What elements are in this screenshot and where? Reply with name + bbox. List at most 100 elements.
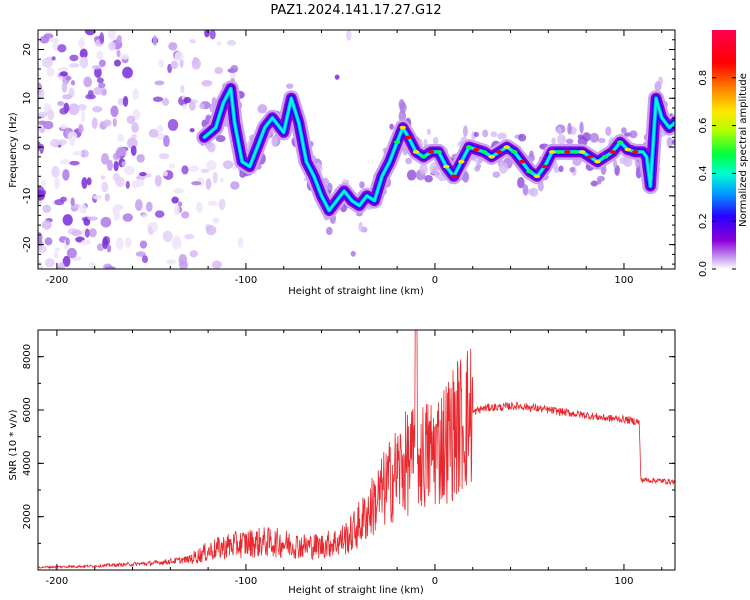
ridge-peak xyxy=(594,159,601,164)
y-tick-label: -10 xyxy=(22,188,33,204)
spectral-blob xyxy=(44,258,55,268)
spectral-blob xyxy=(69,160,80,166)
spectral-blob xyxy=(205,178,212,190)
spectral-blob xyxy=(38,120,47,125)
spectral-blob xyxy=(158,59,164,68)
spectral-blob xyxy=(424,174,433,183)
spectral-blob xyxy=(113,210,121,221)
colorbar: 0.0 0.2 0.4 0.6 0.8 Normalized spectral ampl… xyxy=(698,30,749,277)
spectral-blob xyxy=(189,250,198,258)
ridge-peak xyxy=(579,150,586,154)
spectral-blob xyxy=(102,237,109,250)
spectral-blob xyxy=(117,98,125,106)
spectral-blob xyxy=(612,159,618,168)
spectral-blob xyxy=(124,236,132,248)
spectral-blob xyxy=(66,247,77,259)
y-tick-label: 4000 xyxy=(22,451,33,476)
y-tick-label: -20 xyxy=(22,236,33,252)
spectral-blob xyxy=(162,230,173,243)
spectral-blob xyxy=(145,201,153,212)
ridge-peak xyxy=(609,150,616,154)
spectral-blob xyxy=(132,88,140,100)
spectral-blob xyxy=(39,143,44,154)
spectral-blob xyxy=(63,105,70,112)
spectral-blob xyxy=(85,93,96,100)
spectral-blob xyxy=(122,213,133,222)
spectral-blob xyxy=(184,233,195,240)
spectral-blob xyxy=(140,213,149,218)
x-tick-label: 0 xyxy=(432,275,438,286)
colorbar-tick-label: 0.0 xyxy=(698,261,709,277)
ridge-peak xyxy=(601,155,609,159)
ridge-peak xyxy=(533,174,541,179)
spectral-blob xyxy=(68,103,80,116)
y-tick-label: 8000 xyxy=(22,344,33,369)
spectral-blob xyxy=(590,180,599,187)
spectral-blob xyxy=(60,124,68,130)
spectral-blob xyxy=(173,187,184,194)
spectral-blob xyxy=(53,177,60,190)
spectral-blob xyxy=(350,250,356,257)
spectral-blob xyxy=(557,126,562,135)
spectral-blob xyxy=(88,261,96,269)
ridge-peak xyxy=(435,150,442,154)
spectrogram-x-ticks: -200 -100 0 100 xyxy=(46,30,663,286)
spectral-blob xyxy=(490,131,498,138)
spectral-blob xyxy=(116,146,127,157)
spectral-blob xyxy=(482,129,489,138)
spectral-blob xyxy=(172,235,181,247)
ridge-peak xyxy=(420,155,427,159)
spectral-blob xyxy=(119,53,130,60)
spectral-blob xyxy=(92,194,103,200)
spectral-blob xyxy=(154,210,165,218)
spectral-blob xyxy=(60,159,70,165)
x-tick-label: 100 xyxy=(614,576,633,587)
spectral-blob xyxy=(629,130,638,139)
colorbar-tick-label: 0.6 xyxy=(698,118,709,134)
spectral-blob xyxy=(209,30,216,40)
spectral-blob xyxy=(230,181,240,190)
ridge-peak xyxy=(571,150,579,154)
spectral-blob xyxy=(62,255,71,268)
spectral-blob xyxy=(58,76,64,81)
spectral-blob xyxy=(57,44,67,53)
spectral-blob xyxy=(398,110,407,123)
ridge-peak xyxy=(556,150,563,154)
spectral-blob xyxy=(103,119,112,127)
spectral-blob xyxy=(358,221,363,232)
spectral-blob xyxy=(215,135,226,143)
spectral-blob xyxy=(59,71,68,77)
colorbar-tick-label: 0.8 xyxy=(698,70,709,86)
ridge-peak xyxy=(405,135,412,140)
spectral-blob xyxy=(113,59,121,67)
spectral-blob xyxy=(191,57,201,70)
spectral-blob xyxy=(191,181,202,186)
spectral-blob xyxy=(522,184,529,196)
spectral-blob xyxy=(87,216,99,221)
spectral-blob xyxy=(654,81,662,92)
x-tick-label: -100 xyxy=(235,576,258,587)
spectral-blob xyxy=(178,201,183,207)
x-tick-label: -200 xyxy=(46,275,69,286)
spectral-blob xyxy=(51,56,56,61)
spectral-blob xyxy=(567,122,572,135)
spectral-blob xyxy=(38,245,47,254)
ridge-peak xyxy=(450,174,458,179)
spectral-blob xyxy=(38,88,45,100)
spectral-blob xyxy=(168,163,176,169)
spectral-blob xyxy=(589,132,600,143)
spectral-blob xyxy=(432,136,439,145)
y-tick-label: 2000 xyxy=(22,504,33,529)
spectral-blob xyxy=(42,204,51,213)
spectral-blob xyxy=(57,262,66,269)
spectral-blob xyxy=(91,117,98,129)
spectral-blob xyxy=(569,166,575,173)
spectral-blob xyxy=(114,204,124,211)
spectral-blob xyxy=(206,160,217,171)
spectral-blob xyxy=(79,48,88,59)
spectral-blob xyxy=(121,161,126,167)
spectral-blob xyxy=(67,131,78,142)
spectral-blob xyxy=(621,127,627,134)
spectral-blob xyxy=(207,142,216,153)
